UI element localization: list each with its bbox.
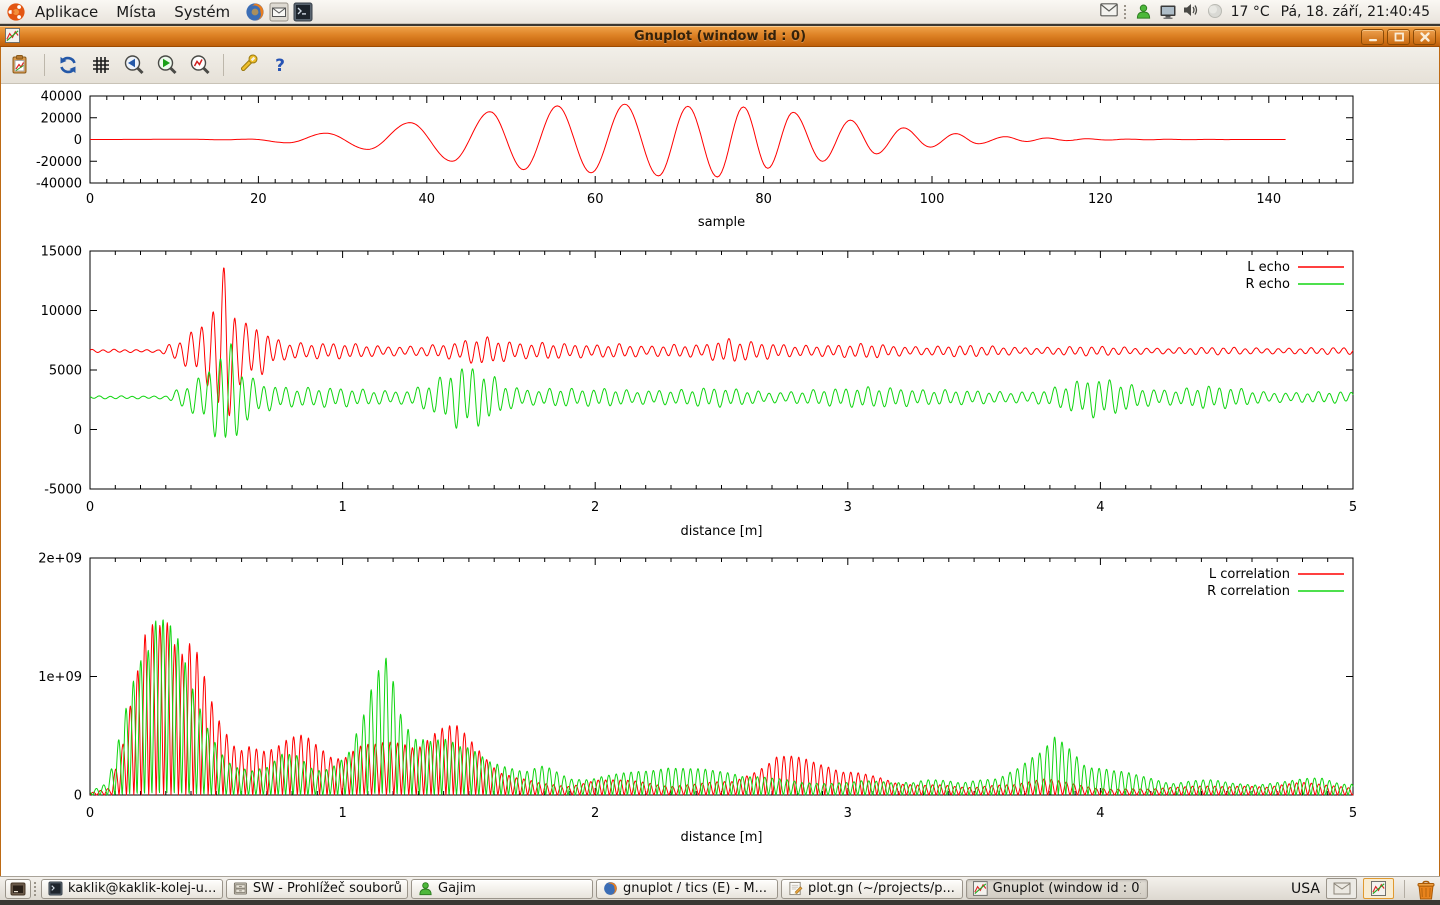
copy-to-clipboard-button[interactable]	[9, 53, 33, 77]
window-icon	[10, 882, 26, 896]
minimize-icon	[1365, 30, 1381, 44]
zoom-previous-icon	[123, 54, 145, 76]
task-terminal[interactable]: kaklik@kaklik-kolej-u...	[41, 879, 223, 899]
gnuplot-tray-icon	[1371, 881, 1386, 896]
tray-gnuplot-button[interactable]	[1363, 878, 1394, 899]
clock[interactable]: Pá, 18. září, 21:40:45	[1281, 4, 1430, 20]
tray-mail-button[interactable]	[1326, 878, 1357, 899]
window-titlebar[interactable]: Gnuplot (window id : 0)	[0, 26, 1440, 47]
task-firefox[interactable]: gnuplot / tics (E) - M...	[596, 879, 778, 899]
taskbar-handle[interactable]	[34, 882, 38, 896]
task-label: plot.gn (~/projects/p...	[808, 881, 955, 896]
zoom-plot-icon	[189, 54, 211, 76]
gnuplot-task-icon	[973, 881, 988, 896]
refresh-icon	[57, 54, 79, 76]
task-label: gnuplot / tics (E) - M...	[623, 881, 767, 896]
task-file-manager[interactable]: SW - Prohlížeč souborů	[226, 879, 408, 899]
menu-applications[interactable]: Aplikace	[26, 0, 107, 23]
apply-zoom-button[interactable]	[188, 53, 212, 77]
trash-applet-icon[interactable]	[1415, 879, 1435, 899]
text-editor-icon	[788, 881, 803, 896]
maximize-button[interactable]	[1387, 29, 1410, 45]
gnuplot-toolbar: ?	[0, 47, 1440, 84]
gnome-top-panel: Aplikace Místa Systém	[0, 0, 1440, 24]
task-label: Gajim	[438, 881, 476, 896]
task-label: Gnuplot (window id : 0)	[993, 881, 1141, 896]
help-button[interactable]: ?	[268, 53, 292, 77]
plot-canvas[interactable]	[0, 84, 1440, 876]
tray-mail-icon[interactable]	[1100, 3, 1117, 20]
task-gnuplot[interactable]: Gnuplot (window id : 0)	[966, 879, 1148, 899]
mail-tray-icon	[1333, 882, 1351, 895]
mail-launcher-icon[interactable]	[269, 2, 289, 22]
grid-icon	[90, 54, 112, 76]
panel-menus: Aplikace Místa Systém	[0, 0, 313, 23]
close-icon	[1417, 30, 1433, 44]
temperature[interactable]: 17 °C	[1231, 4, 1270, 20]
firefox-task-icon	[603, 881, 618, 896]
tray-volume-icon[interactable]	[1183, 3, 1200, 20]
wrench-icon	[236, 54, 258, 76]
taskbar-separator	[1404, 880, 1405, 898]
maximize-icon	[1391, 30, 1407, 44]
tray-handle[interactable]	[1124, 5, 1128, 19]
next-zoom-button[interactable]	[155, 53, 179, 77]
tray-gajim-icon[interactable]	[1135, 3, 1152, 20]
clipboard-icon	[10, 54, 32, 76]
terminal-launcher-icon[interactable]	[293, 2, 313, 22]
close-button[interactable]	[1413, 29, 1436, 45]
window-border-left	[0, 47, 1, 876]
panel-launchers	[245, 2, 313, 22]
window-title: Gnuplot (window id : 0)	[0, 29, 1440, 44]
toolbar-separator	[44, 54, 45, 76]
firefox-launcher-icon[interactable]	[245, 2, 265, 22]
gajim-icon	[418, 881, 433, 896]
weather-icon[interactable]	[1207, 3, 1224, 20]
task-gajim[interactable]: Gajim	[411, 879, 593, 899]
task-label: kaklik@kaklik-kolej-u...	[68, 881, 216, 896]
keyboard-layout-indicator[interactable]: USA	[1291, 881, 1320, 897]
toggle-grid-button[interactable]	[89, 53, 113, 77]
previous-zoom-button[interactable]	[122, 53, 146, 77]
task-label: SW - Prohlížeč souborů	[253, 881, 401, 896]
tray-display-icon[interactable]	[1159, 3, 1176, 20]
terminal-task-icon	[48, 881, 63, 896]
ubuntu-logo-icon[interactable]	[6, 2, 26, 22]
menu-places[interactable]: Místa	[107, 0, 165, 23]
task-editor[interactable]: plot.gn (~/projects/p...	[781, 879, 963, 899]
minimize-button[interactable]	[1361, 29, 1384, 45]
zoom-next-icon	[156, 54, 178, 76]
settings-button[interactable]	[235, 53, 259, 77]
window-list-button[interactable]	[5, 879, 31, 899]
menu-system[interactable]: Systém	[165, 0, 239, 23]
svg-text:?: ?	[275, 56, 285, 76]
replot-button[interactable]	[56, 53, 80, 77]
taskbar: kaklik@kaklik-kolej-u... SW - Prohlížeč …	[0, 876, 1440, 900]
help-icon: ?	[269, 54, 291, 76]
file-manager-icon	[233, 881, 248, 896]
panel-tray: 17 °C Pá, 18. září, 21:40:45	[1100, 3, 1440, 20]
toolbar-separator	[223, 54, 224, 76]
